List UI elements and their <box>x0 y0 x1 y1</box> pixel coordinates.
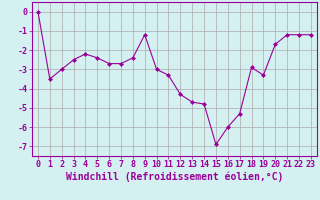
X-axis label: Windchill (Refroidissement éolien,°C): Windchill (Refroidissement éolien,°C) <box>66 172 283 182</box>
